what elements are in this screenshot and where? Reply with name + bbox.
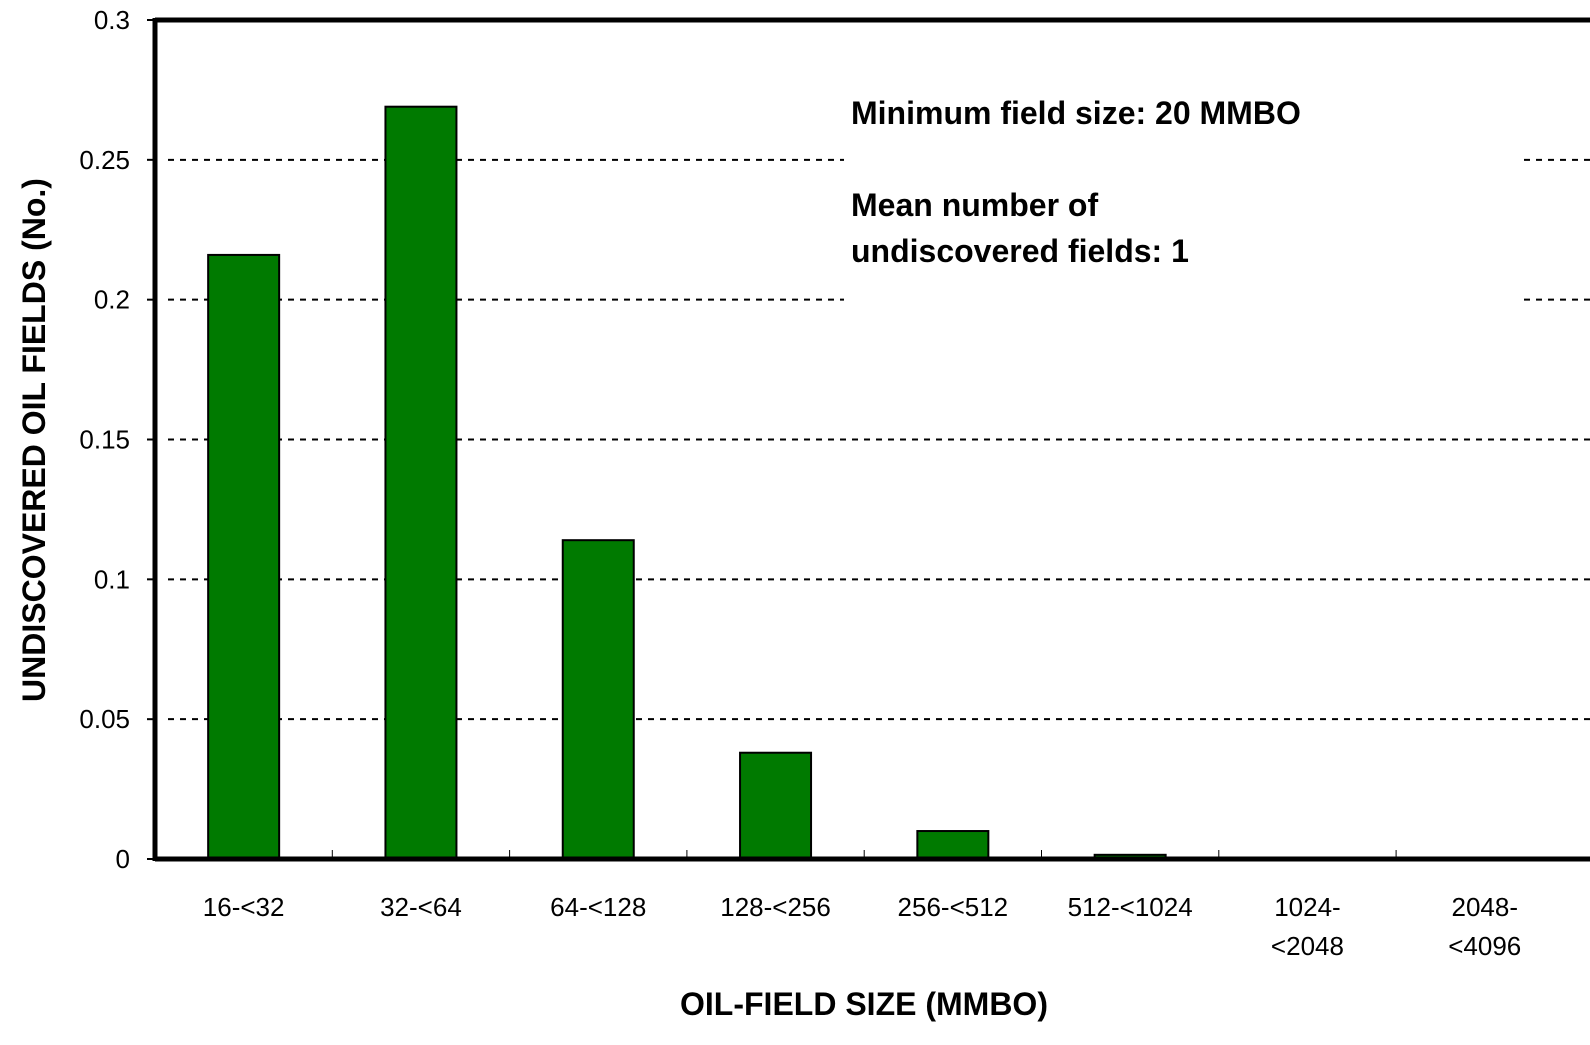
y-tick-label: 0.05 [79, 704, 130, 734]
x-tick-labels: 16-<32 32-<64 64-<128 128-<256 256-<512 512-<… [203, 892, 1521, 961]
bar [739, 751, 813, 861]
y-tick-labels: 0 0.05 0.1 0.15 0.2 0.25 0.3 [79, 5, 130, 874]
annotation-mean-number: Mean number of [851, 187, 1098, 223]
y-tick-label: 0.1 [94, 564, 130, 594]
x-tick-label: 16-<32 [203, 892, 285, 922]
y-tick-label: 0 [116, 844, 130, 874]
bar [561, 539, 635, 860]
annotation-min-field-size: Minimum field size: 20 MMBO [851, 95, 1301, 131]
bars [207, 105, 1167, 861]
bar [916, 830, 990, 860]
y-tick-label: 0.25 [79, 145, 130, 175]
annotation-undiscovered-fields: undiscovered fields: 1 [851, 233, 1189, 269]
y-tick-label: 0.2 [94, 285, 130, 315]
x-tick-label: 128-<256 [720, 892, 831, 922]
axes [147, 17, 1590, 862]
x-axis-title: OIL-FIELD SIZE (MMBO) [680, 986, 1048, 1022]
x-tick-label: 256-<512 [898, 892, 1009, 922]
x-tick-label: 512-<1024 [1068, 892, 1193, 922]
bar [384, 105, 458, 861]
x-tick-label: 2048-<4096 [1448, 892, 1521, 961]
y-tick-label: 0.15 [79, 425, 130, 455]
y-tick-label: 0.3 [94, 5, 130, 35]
x-tick-label: 1024-<2048 [1271, 892, 1344, 961]
y-axis-title: UNDISCOVERED OIL FIELDS (No.) [16, 178, 52, 702]
annotation-box [844, 80, 1520, 302]
bar [207, 253, 281, 861]
x-tick-label: 64-<128 [550, 892, 646, 922]
x-tick-label: 32-<64 [380, 892, 462, 922]
